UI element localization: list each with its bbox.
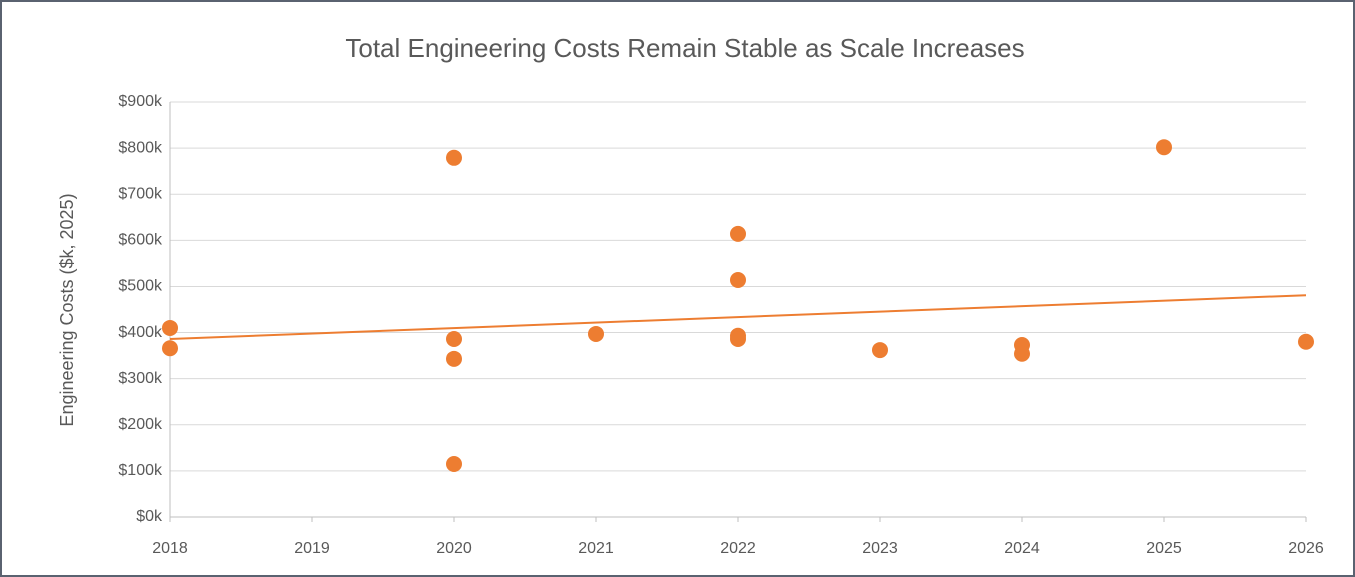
data-point [730,271,746,288]
y-tick-label: $300k [118,370,163,387]
x-tick-label: 2023 [862,540,898,557]
data-point [1156,139,1172,156]
data-point [1298,333,1314,350]
trendline [169,294,1307,341]
data-point [446,149,462,166]
y-tick-label: $900k [118,93,163,110]
data-point [162,319,178,336]
x-tick-label: 2020 [436,540,472,557]
data-point [730,225,746,242]
x-tick-label: 2024 [1004,540,1040,557]
x-tick-label: 2019 [294,540,330,557]
data-point [1014,345,1030,362]
data-point [446,350,462,367]
data-point [730,331,746,348]
x-tick-label: 2026 [1288,540,1324,557]
y-tick-label: $0k [136,508,163,525]
y-tick-label: $200k [118,416,163,433]
chart-title: Total Engineering Costs Remain Stable as… [345,33,1024,63]
y-tick-label: $100k [118,462,163,479]
y-tick-label: $800k [118,139,163,156]
x-tick-label: 2018 [152,540,188,557]
data-point [872,342,888,359]
y-tick-label: $500k [118,278,163,295]
data-point [162,340,178,357]
data-point [588,325,604,342]
data-point [446,331,462,348]
x-tick-label: 2021 [578,540,614,557]
y-tick-label: $700k [118,185,163,202]
y-axis-label: Engineering Costs ($k, 2025) [57,193,77,426]
y-tick-label: $400k [118,324,163,341]
x-tick-label: 2022 [720,540,756,557]
data-point [446,455,462,472]
x-tick-label: 2025 [1146,540,1182,557]
y-tick-label: $600k [118,232,163,249]
